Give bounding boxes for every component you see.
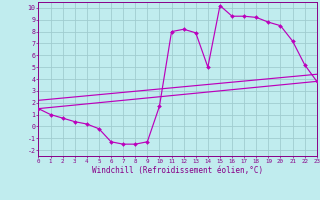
X-axis label: Windchill (Refroidissement éolien,°C): Windchill (Refroidissement éolien,°C) (92, 166, 263, 175)
